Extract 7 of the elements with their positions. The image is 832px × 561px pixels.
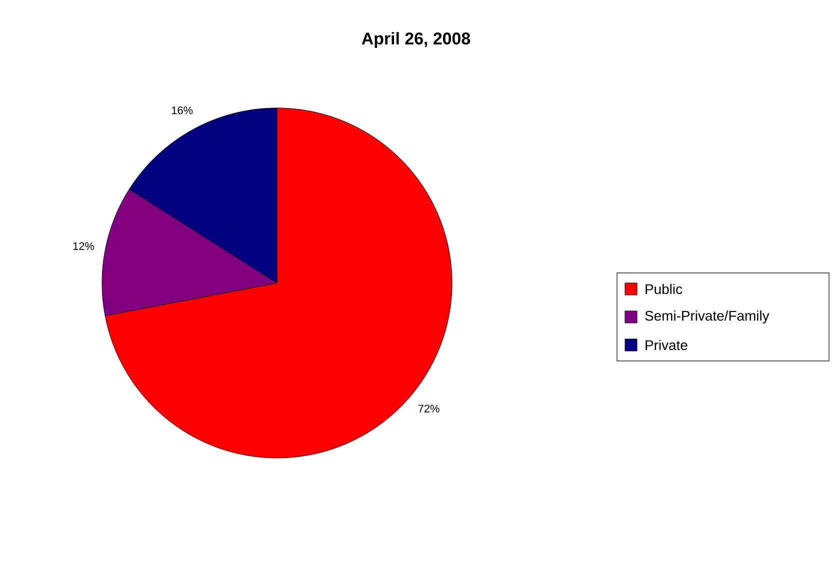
legend-label: Private <box>646 340 688 350</box>
legend-label: Semi-Private/Family <box>645 310 770 324</box>
legend-label: Public <box>646 284 682 294</box>
data-label: 12% <box>73 242 94 250</box>
chart-title: April 26, 2008 <box>362 32 470 48</box>
data-label: 16% <box>172 106 193 114</box>
data-label: 72% <box>418 404 440 412</box>
